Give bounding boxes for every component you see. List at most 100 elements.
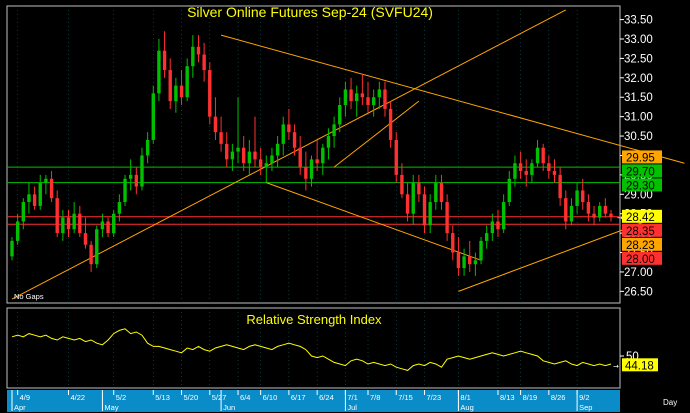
x-axis-month-label: Jul (347, 403, 357, 412)
x-axis-month-label: Aug (460, 403, 473, 412)
x-axis-month-label: Jun (223, 403, 235, 412)
candle-body (558, 174, 562, 199)
x-axis-day-label: 8/1 (460, 393, 470, 402)
candle-body (383, 89, 387, 109)
rsi-title: Relative Strength Index (246, 312, 382, 327)
candle-body (349, 89, 353, 102)
candle-body (247, 151, 252, 164)
candle-body (332, 124, 336, 137)
x-axis-day-label: 5/27 (212, 393, 227, 402)
candle-body (38, 182, 42, 206)
price-y-tick-label: 32.50 (624, 53, 653, 65)
candle-body (134, 174, 139, 187)
candle-body (225, 143, 229, 160)
candle-body (400, 174, 404, 195)
x-axis-month-label: Sep (579, 403, 592, 412)
candle-body (524, 171, 528, 175)
candle-body (208, 70, 212, 117)
candle-body (541, 147, 545, 164)
candle-body (83, 233, 88, 245)
x-axis-day-label: 7/23 (427, 393, 442, 402)
candle-body (564, 198, 568, 222)
price-y-tick-label: 26.50 (624, 286, 653, 298)
price-y-tick-label: 29.00 (624, 189, 653, 201)
candle-body (422, 194, 427, 226)
candle-body (321, 147, 325, 164)
candle-body (66, 217, 71, 230)
price-label-text: 28.42 (626, 212, 655, 224)
x-axis-day-label: 4/9 (20, 393, 30, 402)
price-label-box (622, 178, 662, 192)
x-axis-day-label: 6/10 (263, 393, 278, 402)
candle-body (219, 132, 223, 144)
candle-body (490, 221, 495, 234)
x-axis-day-label: 8/19 (523, 393, 538, 402)
x-axis-day-label: 5/2 (116, 393, 126, 402)
candle-body (355, 93, 359, 102)
price-label-box (622, 164, 662, 178)
candle-body (10, 240, 14, 257)
price-panel-frame (6, 5, 621, 304)
candle-body (439, 182, 444, 203)
rsi-last-value-box (622, 358, 658, 372)
price-y-tick-label: 30.50 (624, 131, 653, 143)
x-axis-day-label: 6/24 (319, 393, 334, 402)
candle-body (592, 213, 596, 218)
candle-body (360, 93, 365, 98)
x-axis: 4/9 4/22 5/2 5/13 5/20 5/27 6/4 6/10 6/17 6/24 7/1… (7, 390, 620, 412)
candle-body (456, 252, 461, 269)
candle-body (394, 139, 398, 175)
price-y-tick-label: 31.50 (624, 92, 653, 104)
candle-body (569, 205, 574, 222)
x-axis-day-label: 8/26 (551, 393, 566, 402)
x-axis-day-label: 6/4 (240, 393, 250, 402)
candle-body (473, 260, 478, 265)
candle-body (196, 46, 201, 55)
candle-body (128, 174, 133, 179)
rsi-panel-frame (6, 307, 621, 389)
candle-body (598, 205, 602, 218)
candle-body (377, 89, 382, 98)
last-price-marker: → (617, 214, 623, 222)
candle-body (123, 178, 127, 203)
candle-body (179, 85, 184, 98)
candle-body (609, 213, 613, 217)
candle-body (586, 202, 591, 214)
candle-body (15, 221, 20, 241)
candle-body (55, 198, 59, 234)
candle-body (275, 143, 280, 156)
candle-body (145, 139, 150, 156)
candle-body (162, 50, 167, 71)
x-axis-day-label: 7/15 (398, 393, 413, 402)
price-label-text: 28.00 (626, 254, 655, 266)
candle-body (106, 221, 110, 234)
candle-body (338, 105, 342, 125)
candle-body (405, 194, 410, 214)
price-panel: 26.5027.0027.5028.0028.5029.0029.5030.00… (6, 5, 685, 304)
rsi-panel: 50→ 44.18 (6, 307, 658, 389)
trendline (333, 100, 420, 168)
candle-body (21, 202, 25, 222)
candle-body (388, 108, 393, 140)
candle-body (100, 221, 105, 230)
candle-body (462, 256, 466, 269)
price-label-text: 29.95 (626, 152, 655, 164)
gap-annotation: No Gaps (14, 292, 44, 301)
candle-body (27, 194, 31, 203)
candle-body (253, 151, 257, 160)
price-label-text: 28.35 (626, 226, 655, 238)
candle-body (281, 124, 285, 144)
price-y-tick-label: 33.50 (624, 15, 653, 27)
candle-body (230, 151, 235, 160)
price-label-box (622, 223, 662, 237)
candle-body (371, 97, 376, 105)
candle-body (236, 147, 240, 152)
candle-body (61, 217, 65, 234)
trendline (458, 219, 651, 292)
candle-body (552, 171, 557, 175)
price-label-text: 28.23 (626, 240, 655, 252)
candle-body (185, 66, 189, 98)
trendline (266, 182, 482, 261)
candle-body (547, 163, 551, 171)
